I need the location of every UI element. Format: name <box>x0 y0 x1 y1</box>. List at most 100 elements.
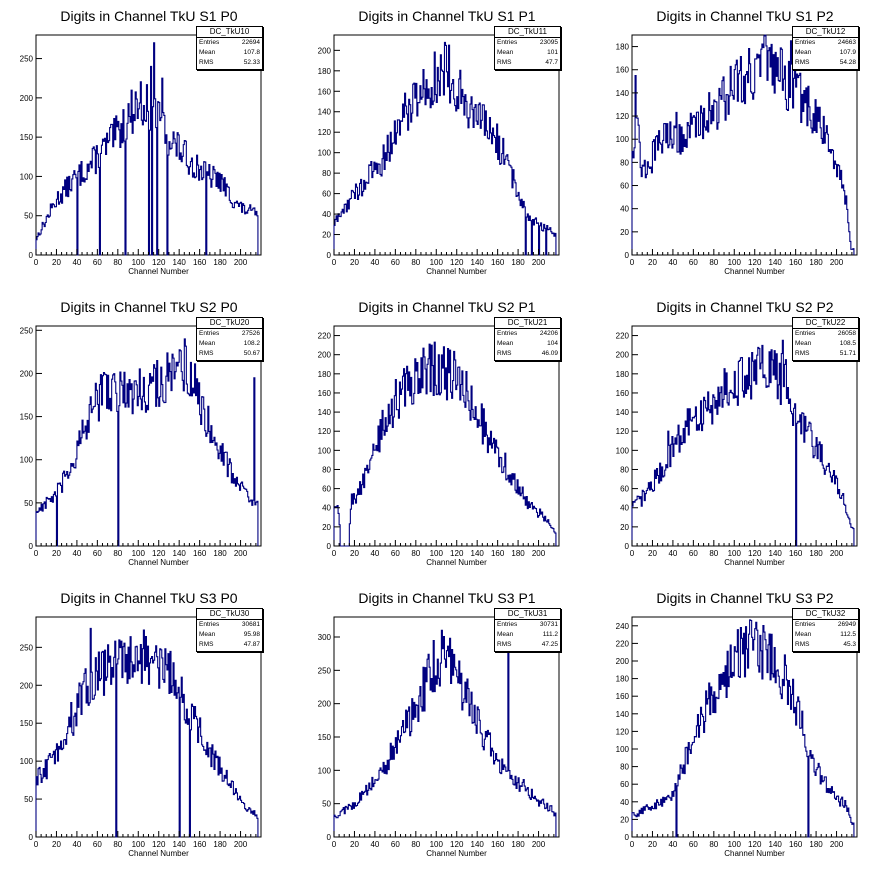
y-tick-label: 200 <box>20 681 34 690</box>
y-tick-label: 160 <box>616 66 630 75</box>
y-tick-label: 200 <box>318 46 332 55</box>
x-tick-label: 80 <box>113 258 122 267</box>
x-tick-label: 20 <box>52 549 61 558</box>
y-tick-label: 160 <box>318 389 332 398</box>
x-tick-label: 120 <box>152 258 166 267</box>
stats-key: Mean <box>497 49 514 56</box>
chart-title: Digits in Channel TkU S3 P2 <box>656 590 834 606</box>
stats-row: Mean 107.8 <box>197 48 262 58</box>
stats-value: 101 <box>547 49 558 56</box>
x-tick-label: 20 <box>52 840 61 849</box>
x-tick-label: 60 <box>93 840 102 849</box>
histogram-plot: 0 20 40 60 80 100 120 140 160 180 200 0 20 40 60 80 100 1… <box>616 325 858 567</box>
x-tick-label: 120 <box>152 840 166 849</box>
stats-key: Mean <box>199 340 216 347</box>
x-tick-label: 160 <box>491 549 505 558</box>
stats-key: RMS <box>497 350 512 357</box>
x-tick-label: 40 <box>72 549 81 558</box>
x-axis-label: Channel Number <box>724 849 785 858</box>
y-tick-label: 60 <box>322 190 331 199</box>
x-tick-label: 20 <box>52 258 61 267</box>
x-tick-label: 200 <box>830 840 844 849</box>
x-tick-label: 100 <box>132 258 146 267</box>
y-tick-label: 0 <box>327 251 332 260</box>
x-tick-label: 100 <box>728 258 742 267</box>
y-tick-label: 150 <box>20 719 34 728</box>
x-tick-label: 180 <box>511 840 525 849</box>
stats-box: DC_TkU22 Entries 26058 Mean 108.5 RMS 51.71 <box>792 317 859 361</box>
x-tick-label: 140 <box>173 258 187 267</box>
x-tick-label: 180 <box>511 258 525 267</box>
y-tick-label: 80 <box>322 465 331 474</box>
x-tick-label: 180 <box>213 258 227 267</box>
histogram-plot: 0 20 40 60 80 100 120 140 160 180 200 0 20 40 60 80 100 1… <box>616 616 858 858</box>
stats-row: RMS 46.09 <box>495 349 560 359</box>
chart-title: Digits in Channel TkU S2 P0 <box>60 299 238 315</box>
y-tick-label: 220 <box>616 332 630 341</box>
y-tick-label: 120 <box>616 112 630 121</box>
stats-name: DC_TkU30 <box>197 609 262 620</box>
stats-key: Mean <box>795 340 812 347</box>
stats-row: RMS 45.3 <box>793 640 858 650</box>
histogram-panel: 0 20 40 60 80 100 120 140 160 180 200 0 50 100 150 200 2… <box>0 291 298 582</box>
histogram-line <box>631 34 855 255</box>
stats-row: Entries 30731 <box>495 620 560 630</box>
y-tick-label: 250 <box>20 55 34 64</box>
stats-row: RMS 51.71 <box>793 349 858 359</box>
stats-row: Mean 95.98 <box>197 630 262 640</box>
y-tick-label: 150 <box>20 413 34 422</box>
x-tick-label: 0 <box>332 840 337 849</box>
stats-key: Entries <box>497 39 518 46</box>
histogram-plot: 0 20 40 60 80 100 120 140 160 180 200 0 50 100 150 200 2… <box>20 34 262 276</box>
stats-key: Entries <box>497 330 518 337</box>
y-tick-label: 220 <box>616 639 630 648</box>
stats-row: Mean 104 <box>495 339 560 349</box>
y-tick-label: 20 <box>322 231 331 240</box>
stats-box: DC_TkU31 Entries 30731 Mean 111.2 RMS 47.25 <box>494 608 561 652</box>
chart-title: Digits in Channel TkU S1 P2 <box>656 8 834 24</box>
x-tick-label: 180 <box>809 258 823 267</box>
x-tick-label: 120 <box>450 840 464 849</box>
histogram-plot: 0 20 40 60 80 100 120 140 160 180 200 0 50 100 150 200 2… <box>318 616 560 858</box>
histogram-line <box>333 341 557 547</box>
stats-value: 104 <box>547 340 558 347</box>
y-tick-label: 200 <box>616 657 630 666</box>
y-tick-label: 120 <box>318 427 332 436</box>
x-tick-label: 40 <box>72 258 81 267</box>
stats-key: RMS <box>199 59 214 66</box>
stats-key: RMS <box>795 59 810 66</box>
x-tick-label: 180 <box>213 549 227 558</box>
chart-title: Digits in Channel TkU S3 P0 <box>60 590 238 606</box>
x-tick-label: 200 <box>532 840 546 849</box>
stats-value: 112.5 <box>840 631 856 638</box>
y-tick-label: 0 <box>625 542 630 551</box>
y-tick-label: 20 <box>322 523 331 532</box>
histogram-line <box>631 619 855 838</box>
stats-key: Mean <box>795 631 812 638</box>
histogram-plot: 0 20 40 60 80 100 120 140 160 180 200 0 50 100 150 200 2… <box>20 325 262 567</box>
y-tick-label: 140 <box>318 108 332 117</box>
stats-name: DC_TkU31 <box>495 609 560 620</box>
y-tick-label: 120 <box>616 427 630 436</box>
x-tick-label: 80 <box>411 258 420 267</box>
histogram-panel: 0 20 40 60 80 100 120 140 160 180 200 0 20 40 60 80 100 1… <box>298 291 596 582</box>
y-tick-label: 180 <box>616 370 630 379</box>
y-tick-label: 220 <box>318 332 332 341</box>
y-tick-label: 40 <box>322 504 331 513</box>
stats-value: 54.28 <box>839 59 856 66</box>
y-tick-label: 250 <box>20 643 34 652</box>
y-tick-label: 0 <box>29 251 34 260</box>
stats-name: DC_TkU12 <box>793 27 858 38</box>
histogram-panel: 0 20 40 60 80 100 120 140 160 180 200 0 50 100 150 200 2… <box>298 582 596 873</box>
y-tick-label: 120 <box>318 128 332 137</box>
histogram-panel: 0 20 40 60 80 100 120 140 160 180 200 0 50 100 150 200 2… <box>0 0 298 291</box>
stats-row: Entries 22694 <box>197 38 262 48</box>
x-tick-label: 120 <box>450 258 464 267</box>
x-tick-label: 100 <box>728 840 742 849</box>
x-tick-label: 20 <box>648 258 657 267</box>
y-tick-label: 180 <box>616 675 630 684</box>
x-tick-label: 40 <box>370 549 379 558</box>
x-tick-label: 40 <box>668 549 677 558</box>
stats-value: 47.87 <box>243 641 260 648</box>
x-tick-label: 160 <box>193 840 207 849</box>
